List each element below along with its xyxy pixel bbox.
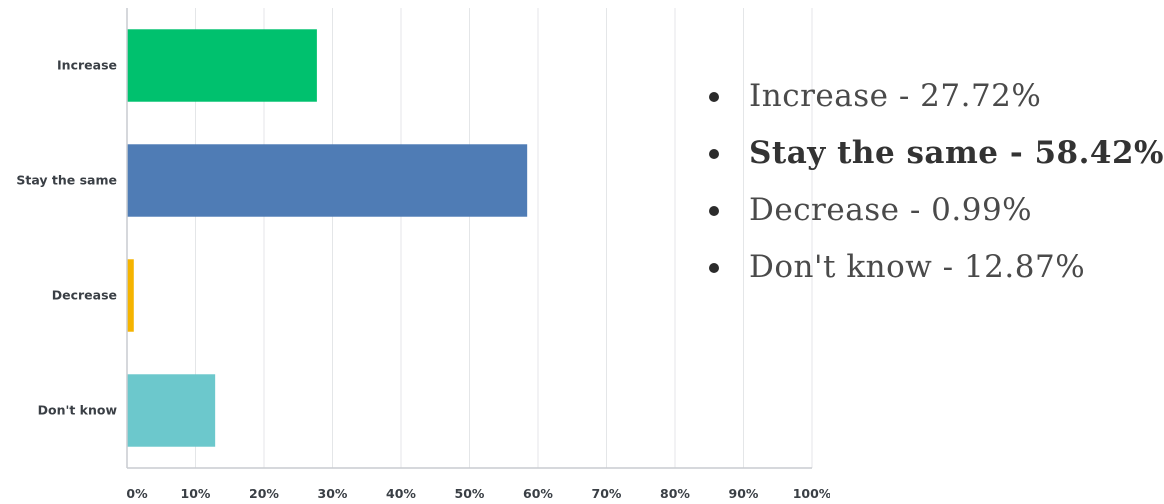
x-tick-label: 90% (729, 486, 759, 501)
category-label: Don't know (38, 403, 118, 418)
bar (127, 259, 134, 332)
category-label: Increase (57, 58, 117, 73)
x-tick-label: 30% (318, 486, 348, 501)
summary-item-stay-the-same: Stay the same - 58.42% (705, 127, 1164, 184)
summary-list: Increase - 27.72% Stay the same - 58.42%… (705, 70, 1164, 298)
x-tick-label: 50% (455, 486, 485, 501)
x-tick-label: 80% (660, 486, 690, 501)
x-tick-label: 0% (126, 486, 148, 501)
bar (127, 29, 317, 102)
bar (127, 144, 528, 217)
axes (126, 8, 812, 469)
x-tick-label: 40% (386, 486, 416, 501)
category-labels: Increase Stay the same Decrease Don't know (16, 58, 117, 418)
summary-item-increase: Increase - 27.72% (705, 70, 1164, 127)
x-tick-label: 20% (249, 486, 279, 501)
x-tick-labels: 0% 10% 20% 30% 40% 50% 60% 70% 80% 90% 100% (126, 486, 830, 501)
x-tick-label: 70% (592, 486, 622, 501)
category-label: Stay the same (16, 173, 117, 188)
category-label: Decrease (52, 288, 117, 303)
bars (127, 29, 528, 447)
x-tick-label: 10% (181, 486, 211, 501)
bar (127, 374, 216, 447)
x-tick-label: 100% (793, 486, 830, 501)
summary-item-dont-know: Don't know - 12.87% (705, 241, 1164, 298)
summary-item-decrease: Decrease - 0.99% (705, 184, 1164, 241)
x-tick-label: 60% (523, 486, 553, 501)
